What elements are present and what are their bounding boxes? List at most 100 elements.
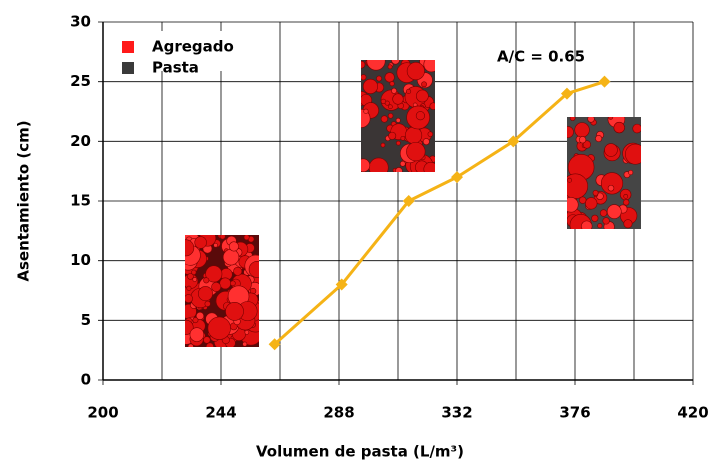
legend-swatch [122,62,134,74]
aggregate-particle [204,278,209,283]
aggregate-particle [206,343,213,350]
aggregate-particle [184,294,192,302]
aggregate-particle [214,243,218,247]
aggregate-particle [190,328,204,342]
aggregate-particle [421,82,426,87]
x-axis-title: Volumen de pasta (L/m³) [256,443,464,461]
aggregate-particle [396,118,400,122]
legend-label: Pasta [152,59,199,77]
aggregate-particle [585,198,597,210]
x-tick-label: 376 [559,404,590,422]
aggregate-particle [244,235,249,240]
x-tick-label: 288 [323,404,354,422]
aggregate-particle [608,115,612,119]
annotation: A/C = 0.65 [497,48,585,66]
legend-swatch [122,41,134,53]
aggregate-particle [416,111,425,120]
aggregate-particle [424,162,438,176]
aggregate-particle [225,302,243,320]
aggregate-particle [385,101,389,105]
aggregate-particle [633,124,642,133]
aggregate-particle [406,142,425,161]
aggregate-particle [424,57,439,72]
aggregate-particle [205,301,211,307]
aggregate-particle [581,221,592,232]
aggregate-particle [388,113,393,118]
aggregate-particle [563,174,588,199]
x-tick-label: 200 [87,404,118,422]
aggregate-particle [595,135,601,141]
aggregate-particle [603,218,610,225]
aggregate-particle [390,81,394,85]
aggregate-particle [230,281,235,286]
y-tick-label: 20 [70,132,91,150]
chart: Volumen de pasta (L/m³) Asentamiento (cm… [0,0,720,473]
aggregate-particle [187,273,193,279]
aggregate-particle [575,123,590,138]
aggregate-particle [220,278,231,289]
aggregate-particle [361,75,366,80]
aggregate-particle [600,210,607,217]
aggregate-particle [406,89,411,94]
aggregate-particle [570,116,575,121]
aggregate-particle [367,52,385,70]
aggregate-particle [405,127,422,144]
x-tick-label: 332 [441,404,472,422]
aggregate-particle [234,267,242,275]
aggregate-particle [376,76,381,81]
aggregate-particle [588,116,595,123]
aggregate-particle [614,122,625,133]
aggregate-particle [400,161,405,166]
aggregate-image [177,230,267,350]
aggregate-particle [195,237,207,249]
y-axis-title: Asentamiento (cm) [15,120,33,281]
y-tick-label: 0 [81,371,91,389]
aggregate-particle [208,317,231,340]
aggregate-particle [624,194,628,198]
aggregate-particle [245,330,249,334]
legend: Agregado Pasta [104,31,256,77]
aggregate-particle [592,215,599,222]
aggregate-particle [193,317,198,322]
aggregate-particle [423,138,429,144]
aggregate-particle [357,159,370,172]
aggregate-particle [198,286,212,300]
aggregate-particle [623,199,629,205]
aggregate-particle [385,73,395,83]
aggregate-particle [193,277,197,281]
aggregate-particle [605,144,618,157]
aggregate-particle [567,178,571,182]
aggregate-particle [178,240,194,256]
aggregate-particle [187,286,191,290]
aggregate-particle [393,94,404,105]
aggregate-particle [593,190,598,195]
x-tick-label: 244 [205,404,236,422]
aggregate-particle [369,158,388,177]
data-point [599,76,611,88]
y-tick-label: 5 [81,311,91,329]
aggregate-particle [391,88,396,93]
aggregate-particle [363,79,377,93]
y-tick-label: 15 [70,192,91,210]
legend-label: Agregado [152,38,234,56]
aggregate-particle [401,136,405,140]
aggregate-particle [358,61,365,68]
aggregate-particle [388,132,395,139]
aggregate-particle [223,249,239,265]
x-tick-label: 420 [677,404,708,422]
y-tick-label: 10 [70,251,91,269]
aggregate-particle [628,170,632,174]
aggregate-particle [563,197,578,212]
aggregate-particle [624,220,632,228]
y-tick-label: 25 [70,72,91,90]
aggregate-particle [388,105,392,109]
aggregate-particle [396,141,400,145]
aggregate-particle [364,109,369,114]
data-line [275,82,605,345]
aggregate-particle [212,282,221,291]
aggregate-particle [395,167,402,174]
aggregate-particle [598,223,602,227]
aggregate-particle [428,132,433,137]
aggregate-particle [249,261,265,277]
aggregate-image [352,52,439,177]
